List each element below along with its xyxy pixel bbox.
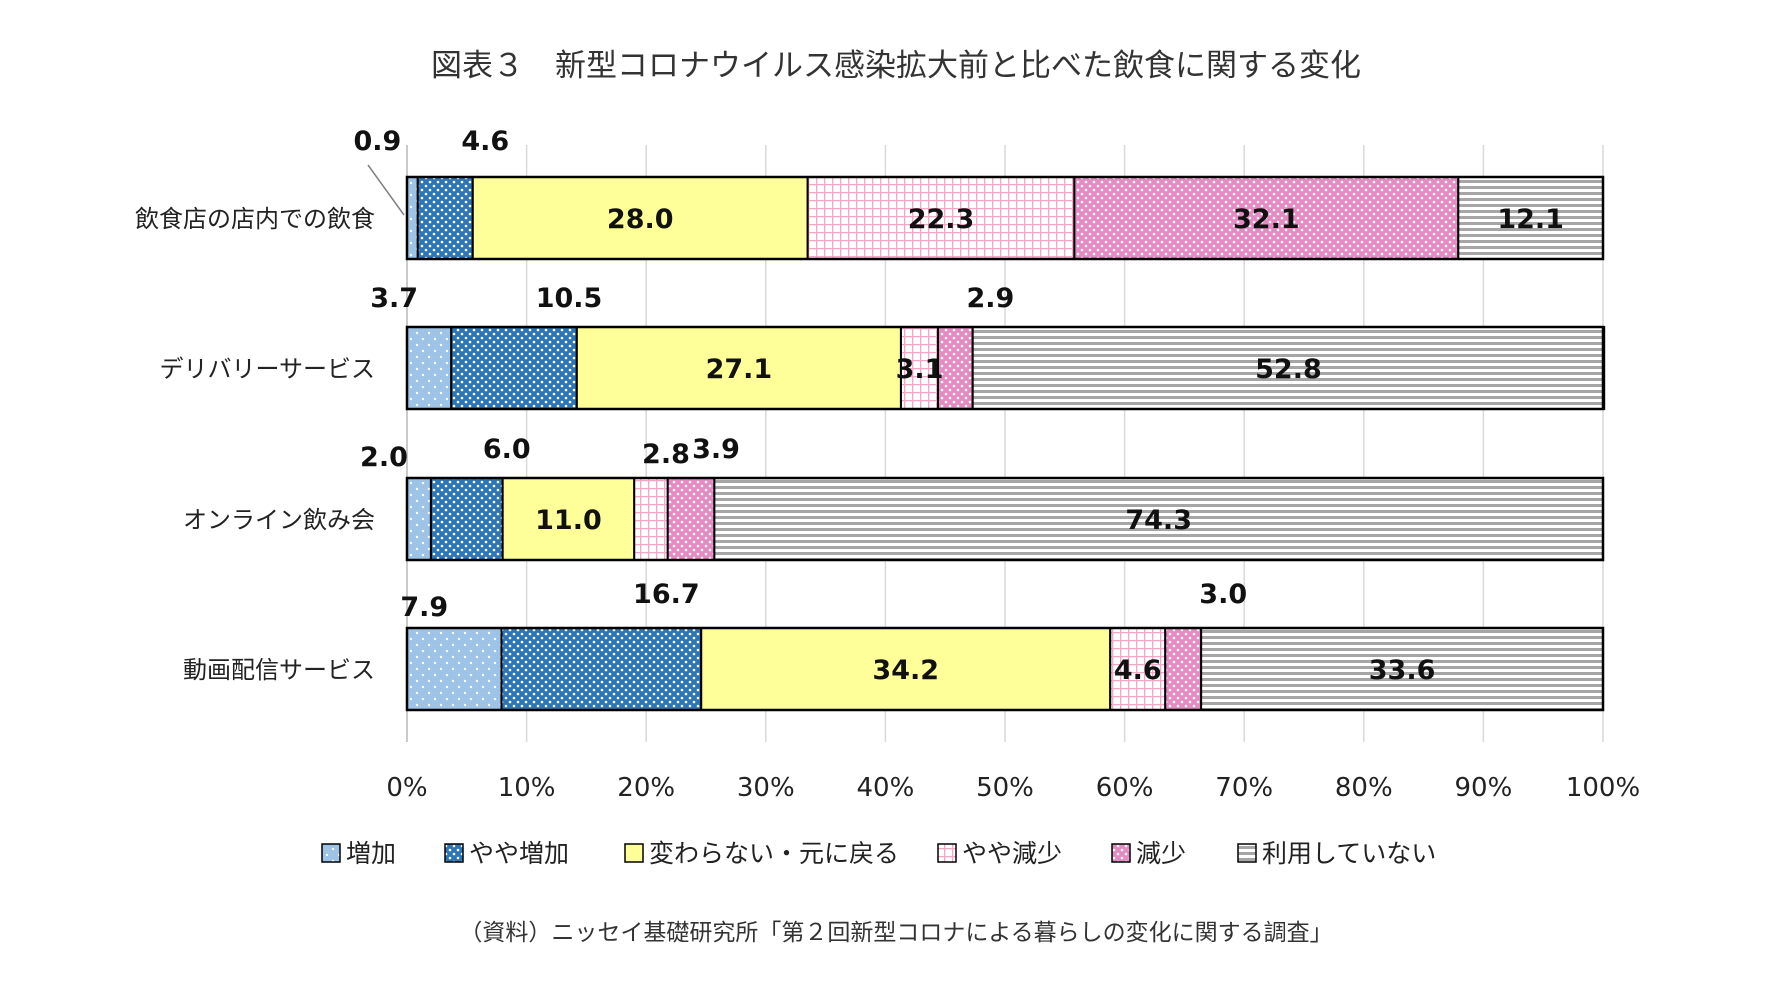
x-tick-label: 90% [1455,773,1513,803]
bars [405,175,1606,712]
x-tick-label: 10% [498,773,556,803]
value-label: 28.0 [607,204,674,235]
value-label: 0.9 [353,126,401,157]
bar-segment [1109,627,1167,711]
x-tick-label: 0% [386,773,427,803]
bar-segment [666,477,716,561]
bar-segment [1457,176,1605,260]
x-tick-label: 20% [617,773,675,803]
legend-swatch [1111,843,1131,863]
value-label: 34.2 [872,655,939,686]
leader-line [367,164,405,216]
value-label: 3.7 [370,283,418,314]
legend-label: 変わらない・元に戻る [649,839,899,868]
source-note: （資料）ニッセイ基礎研究所「第２回新型コロナによる暮らしの変化に関する調査」 [459,920,1332,946]
value-label: 2.9 [966,283,1014,314]
legend: 増加 やや増加 変わらない・元に戻る やや減少 減少 利用していない [321,839,1436,868]
bar-segment [501,477,636,561]
bar-segment [575,326,902,410]
value-label: 74.3 [1125,505,1192,536]
value-label: 7.9 [400,592,448,623]
x-tick-label: 60% [1096,773,1154,803]
bar-segment [713,477,1604,561]
value-label: 10.5 [536,283,603,314]
category-label: 動画配信サービス [183,656,375,684]
legend-swatch [444,843,464,863]
category-label: デリバリーサービス [159,355,375,383]
value-label: 4.6 [1114,655,1162,686]
bar-segment [429,477,504,561]
legend-label: 増加 [346,839,396,868]
value-label: 3.9 [692,434,740,465]
value-label: 3.1 [896,354,944,385]
bar-outline [405,175,1605,261]
value-label: 27.1 [706,354,773,385]
legend-swatch [937,843,957,863]
x-tick-label: 40% [857,773,915,803]
value-label: 6.0 [483,434,531,465]
legend-label: 減少 [1136,839,1186,868]
value-label: 12.1 [1497,204,1564,235]
x-axis-ticks: 0% 10% 20% 30% 40% 50% 60% 70% 80% 90% 100% [386,773,1640,803]
x-tick-label: 80% [1335,773,1393,803]
value-labels: 0.9 4.6 28.0 22.3 32.1 12.1 3.7 10.5 27.1 3.1 2.9 5… [353,126,1563,686]
bar-segment [450,326,578,410]
value-label: 33.6 [1369,655,1436,686]
x-tick-label: 100% [1566,773,1640,803]
value-label: 32.1 [1233,204,1300,235]
legend-swatch [624,843,644,863]
value-label: 11.0 [535,505,602,536]
value-label: 2.8 [642,439,690,470]
value-label: 4.6 [461,126,509,157]
bar-outline [405,325,1605,411]
category-label: 飲食店の店内での飲食 [135,205,375,233]
value-label: 3.0 [1199,579,1247,610]
bar-segment [406,627,503,711]
x-tick-label: 30% [737,773,795,803]
bar-segment [500,627,703,711]
bar-segment [1200,627,1605,711]
value-label: 16.7 [633,579,700,610]
bar-segment [971,326,1606,410]
chart-title: 図表３ 新型コロナウイルス感染拡大前と比べた飲食に関する変化 [431,48,1361,84]
bar-outline [405,626,1605,712]
value-label: 2.0 [360,442,408,473]
legend-label: 利用していない [1262,839,1436,868]
bar-segment [406,326,453,410]
legend-swatch [321,843,341,863]
category-label: オンライン飲み会 [183,506,375,534]
bar-segment [406,176,419,260]
bar-outline [405,476,1605,562]
legend-swatch [1237,843,1257,863]
legend-label: やや減少 [962,839,1062,868]
bar-segment [406,477,432,561]
legend-label: やや増加 [469,839,569,868]
bar-segment [416,176,474,260]
x-tick-label: 50% [976,773,1034,803]
value-label: 22.3 [908,204,975,235]
value-label: 52.8 [1255,354,1322,385]
x-tick-label: 70% [1215,773,1273,803]
bar-segment [1164,627,1203,711]
bar-segment [633,477,669,561]
